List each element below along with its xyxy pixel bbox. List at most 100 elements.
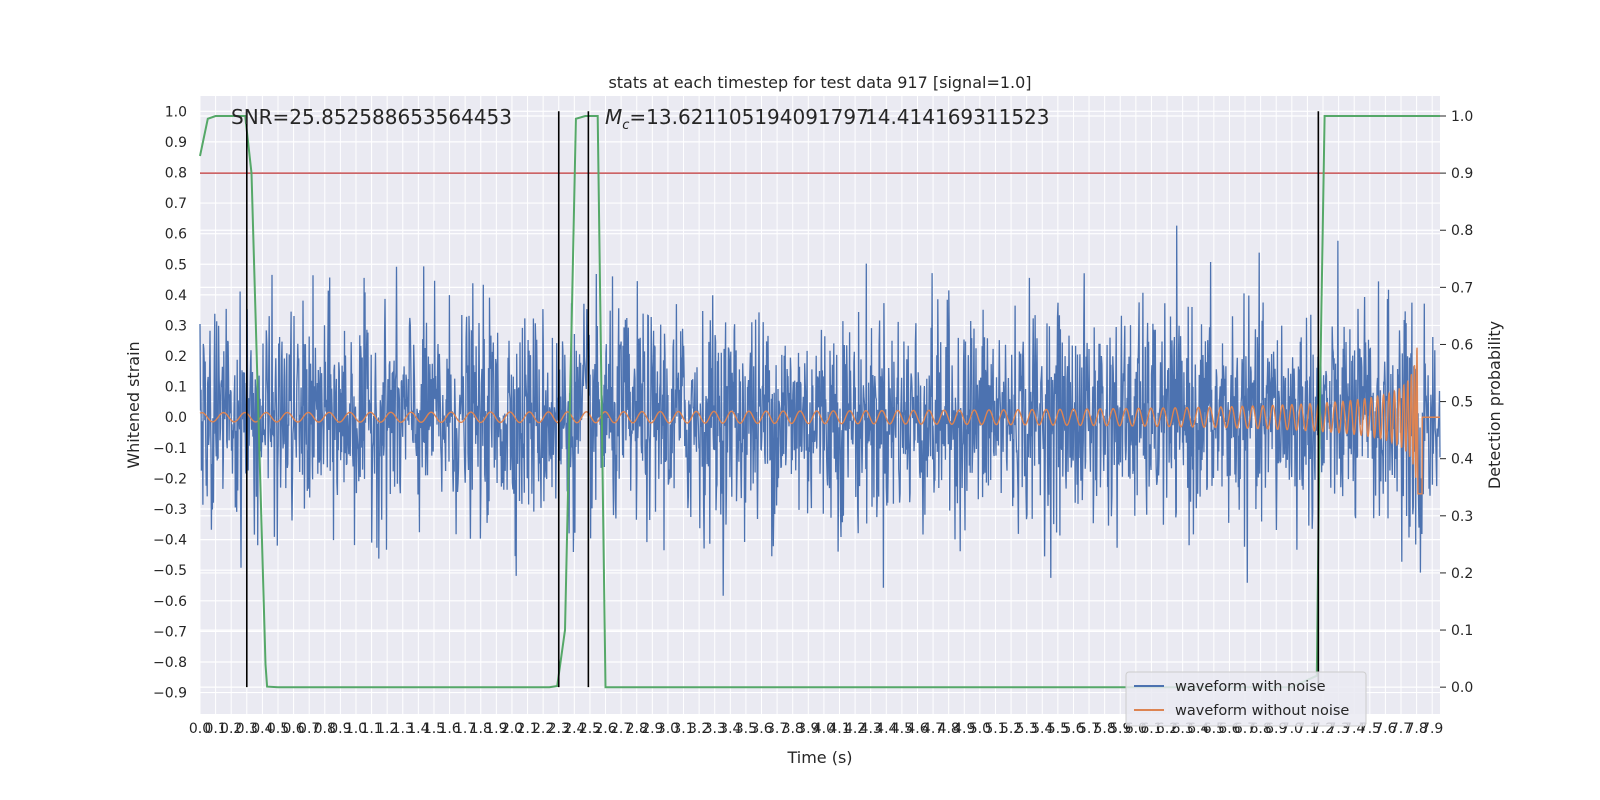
y-tick-label: 0.2 [165, 349, 187, 365]
x-tick-label: 0.8 [314, 721, 336, 737]
y2-tick-label: 0.3 [1451, 509, 1473, 525]
x-tick-label: 3.4 [719, 721, 741, 737]
noise-series [199, 225, 1441, 596]
x-tick-label: 4.8 [938, 721, 960, 737]
x-tick-label: 5.9 [1109, 721, 1131, 737]
x-tick-label: 2.1 [516, 721, 538, 737]
x-tick-label: 2.8 [626, 721, 648, 737]
x-tick-label: 5.4 [1031, 721, 1053, 737]
legend-label-clean: waveform without noise [1175, 703, 1349, 719]
x-tick-label: 0.6 [282, 721, 304, 737]
x-tick-label: 4.2 [844, 721, 866, 737]
y-tick-label: 0.7 [165, 196, 187, 212]
y-tick-label: 0.0 [165, 410, 187, 426]
x-tick-label: 2.7 [610, 721, 632, 737]
legend-box [1125, 671, 1367, 727]
x-tick-label: 0.0 [189, 721, 211, 737]
y-axis-label: Whitened strain [124, 341, 143, 468]
x-tick-label: 5.0 [969, 721, 991, 737]
x-tick-label: 3.6 [750, 721, 772, 737]
y2-tick-label: 0.2 [1451, 566, 1473, 582]
x-tick-label: 3.9 [797, 721, 819, 737]
y-tick-label: −0.5 [153, 563, 187, 579]
y-tick-label: −0.1 [153, 441, 187, 457]
y-tick-label: 0.6 [165, 227, 187, 243]
x-tick-label: 5.5 [1047, 721, 1069, 737]
y2-tick-label: 0.5 [1451, 395, 1473, 411]
x-tick-label: 5.7 [1078, 721, 1100, 737]
x-tick-label: 4.0 [813, 721, 835, 737]
x-tick-label: 4.4 [875, 721, 897, 737]
x-tick-label: 1.7 [454, 721, 476, 737]
x-tick-label: 2.9 [641, 721, 663, 737]
chirp-mass-value: =13.621105194091797 [629, 105, 868, 129]
x-tick-label: 1.8 [470, 721, 492, 737]
y-tick-label: −0.4 [153, 533, 187, 549]
y-tick-label: −0.6 [153, 594, 187, 610]
x-tick-label: 0.4 [251, 721, 273, 737]
x-tick-label: 7.6 [1374, 721, 1396, 737]
y2-tick-label: 0.6 [1451, 337, 1473, 353]
x-tick-label: 4.6 [906, 721, 928, 737]
y-tick-label: 0.4 [165, 288, 187, 304]
x-tick-label: 1.2 [376, 721, 398, 737]
y2-tick-label: 0.9 [1451, 166, 1473, 182]
x-tick-label: 3.3 [704, 721, 726, 737]
x-tick-label: 2.6 [594, 721, 616, 737]
x-tick-label: 7.7 [1390, 721, 1412, 737]
x-tick-label: 1.1 [360, 721, 382, 737]
waveform-without-noise-line [199, 347, 1440, 495]
x-tick-label: 0.2 [220, 721, 242, 737]
x-tick-label: 1.3 [392, 721, 414, 737]
x-tick-label: 4.3 [860, 721, 882, 737]
y-tick-label: −0.9 [153, 686, 187, 702]
y-tick-label: 0.3 [165, 318, 187, 334]
x-tick-label: 4.1 [828, 721, 850, 737]
y2-tick-label: 1.0 [1451, 109, 1473, 125]
y-tick-label: 0.5 [165, 257, 187, 273]
x-tick-label: 5.8 [1094, 721, 1116, 737]
chirp-mass-subscript: c [622, 118, 629, 133]
x-tick-label: 4.7 [922, 721, 944, 737]
chirp-mass-symbol: M [605, 105, 622, 129]
legend: waveform with noise waveform without noi… [1125, 671, 1367, 727]
chart-title: stats at each timestep for test data 917… [608, 73, 1031, 92]
snr-annotation: SNR=25.852588653564453 [231, 105, 512, 129]
y2-tick-label: 0.4 [1451, 452, 1473, 468]
y-tick-label: 0.9 [165, 135, 187, 151]
y-tick-label: −0.2 [153, 471, 187, 487]
x-tick-label: 5.3 [1016, 721, 1038, 737]
overlay-lines [199, 111, 1440, 689]
chirp-mass-annotation: Mc=13.621105194091797 [605, 105, 869, 133]
x-tick-label: 1.4 [407, 721, 429, 737]
x-tick-label: 2.0 [501, 721, 523, 737]
x-tick-label: 3.2 [688, 721, 710, 737]
y-tick-label: −0.7 [153, 624, 187, 640]
x-tick-label: 2.4 [563, 721, 585, 737]
y2-axis-ticks: 1.0 0.9 0.8 0.7 0.6 0.5 0.4 0.3 0.2 0.1 0.0 [1440, 109, 1473, 696]
clean-series [199, 347, 1440, 495]
y-tick-label: 0.8 [165, 165, 187, 181]
x-tick-label: 1.6 [438, 721, 460, 737]
x-tick-label: 1.0 [345, 721, 367, 737]
y2-tick-label: 0.8 [1451, 223, 1473, 239]
x-tick-label: 4.5 [891, 721, 913, 737]
y2-axis-label: Detection probability [1485, 321, 1504, 489]
y-tick-label: −0.3 [153, 502, 187, 518]
x-tick-label: 0.1 [204, 721, 226, 737]
x-tick-label: 0.3 [236, 721, 258, 737]
waveform-with-noise-line [199, 225, 1441, 596]
x-tick-label: 7.8 [1405, 721, 1427, 737]
y2-tick-label: 0.7 [1451, 280, 1473, 296]
x-tick-label: 1.9 [485, 721, 507, 737]
x-tick-label: 2.2 [532, 721, 554, 737]
y-tick-label: 0.1 [165, 380, 187, 396]
x-tick-label: 5.1 [984, 721, 1006, 737]
x-axis-label: Time (s) [786, 748, 852, 767]
x-axis-ticks: 0.00.10.20.30.40.50.60.70.80.91.01.11.21… [189, 721, 1443, 737]
x-tick-label: 4.9 [953, 721, 975, 737]
x-tick-label: 5.2 [1000, 721, 1022, 737]
legend-label-noise: waveform with noise [1175, 679, 1326, 695]
overlap-annotation: 14.414169311523 [865, 105, 1050, 129]
